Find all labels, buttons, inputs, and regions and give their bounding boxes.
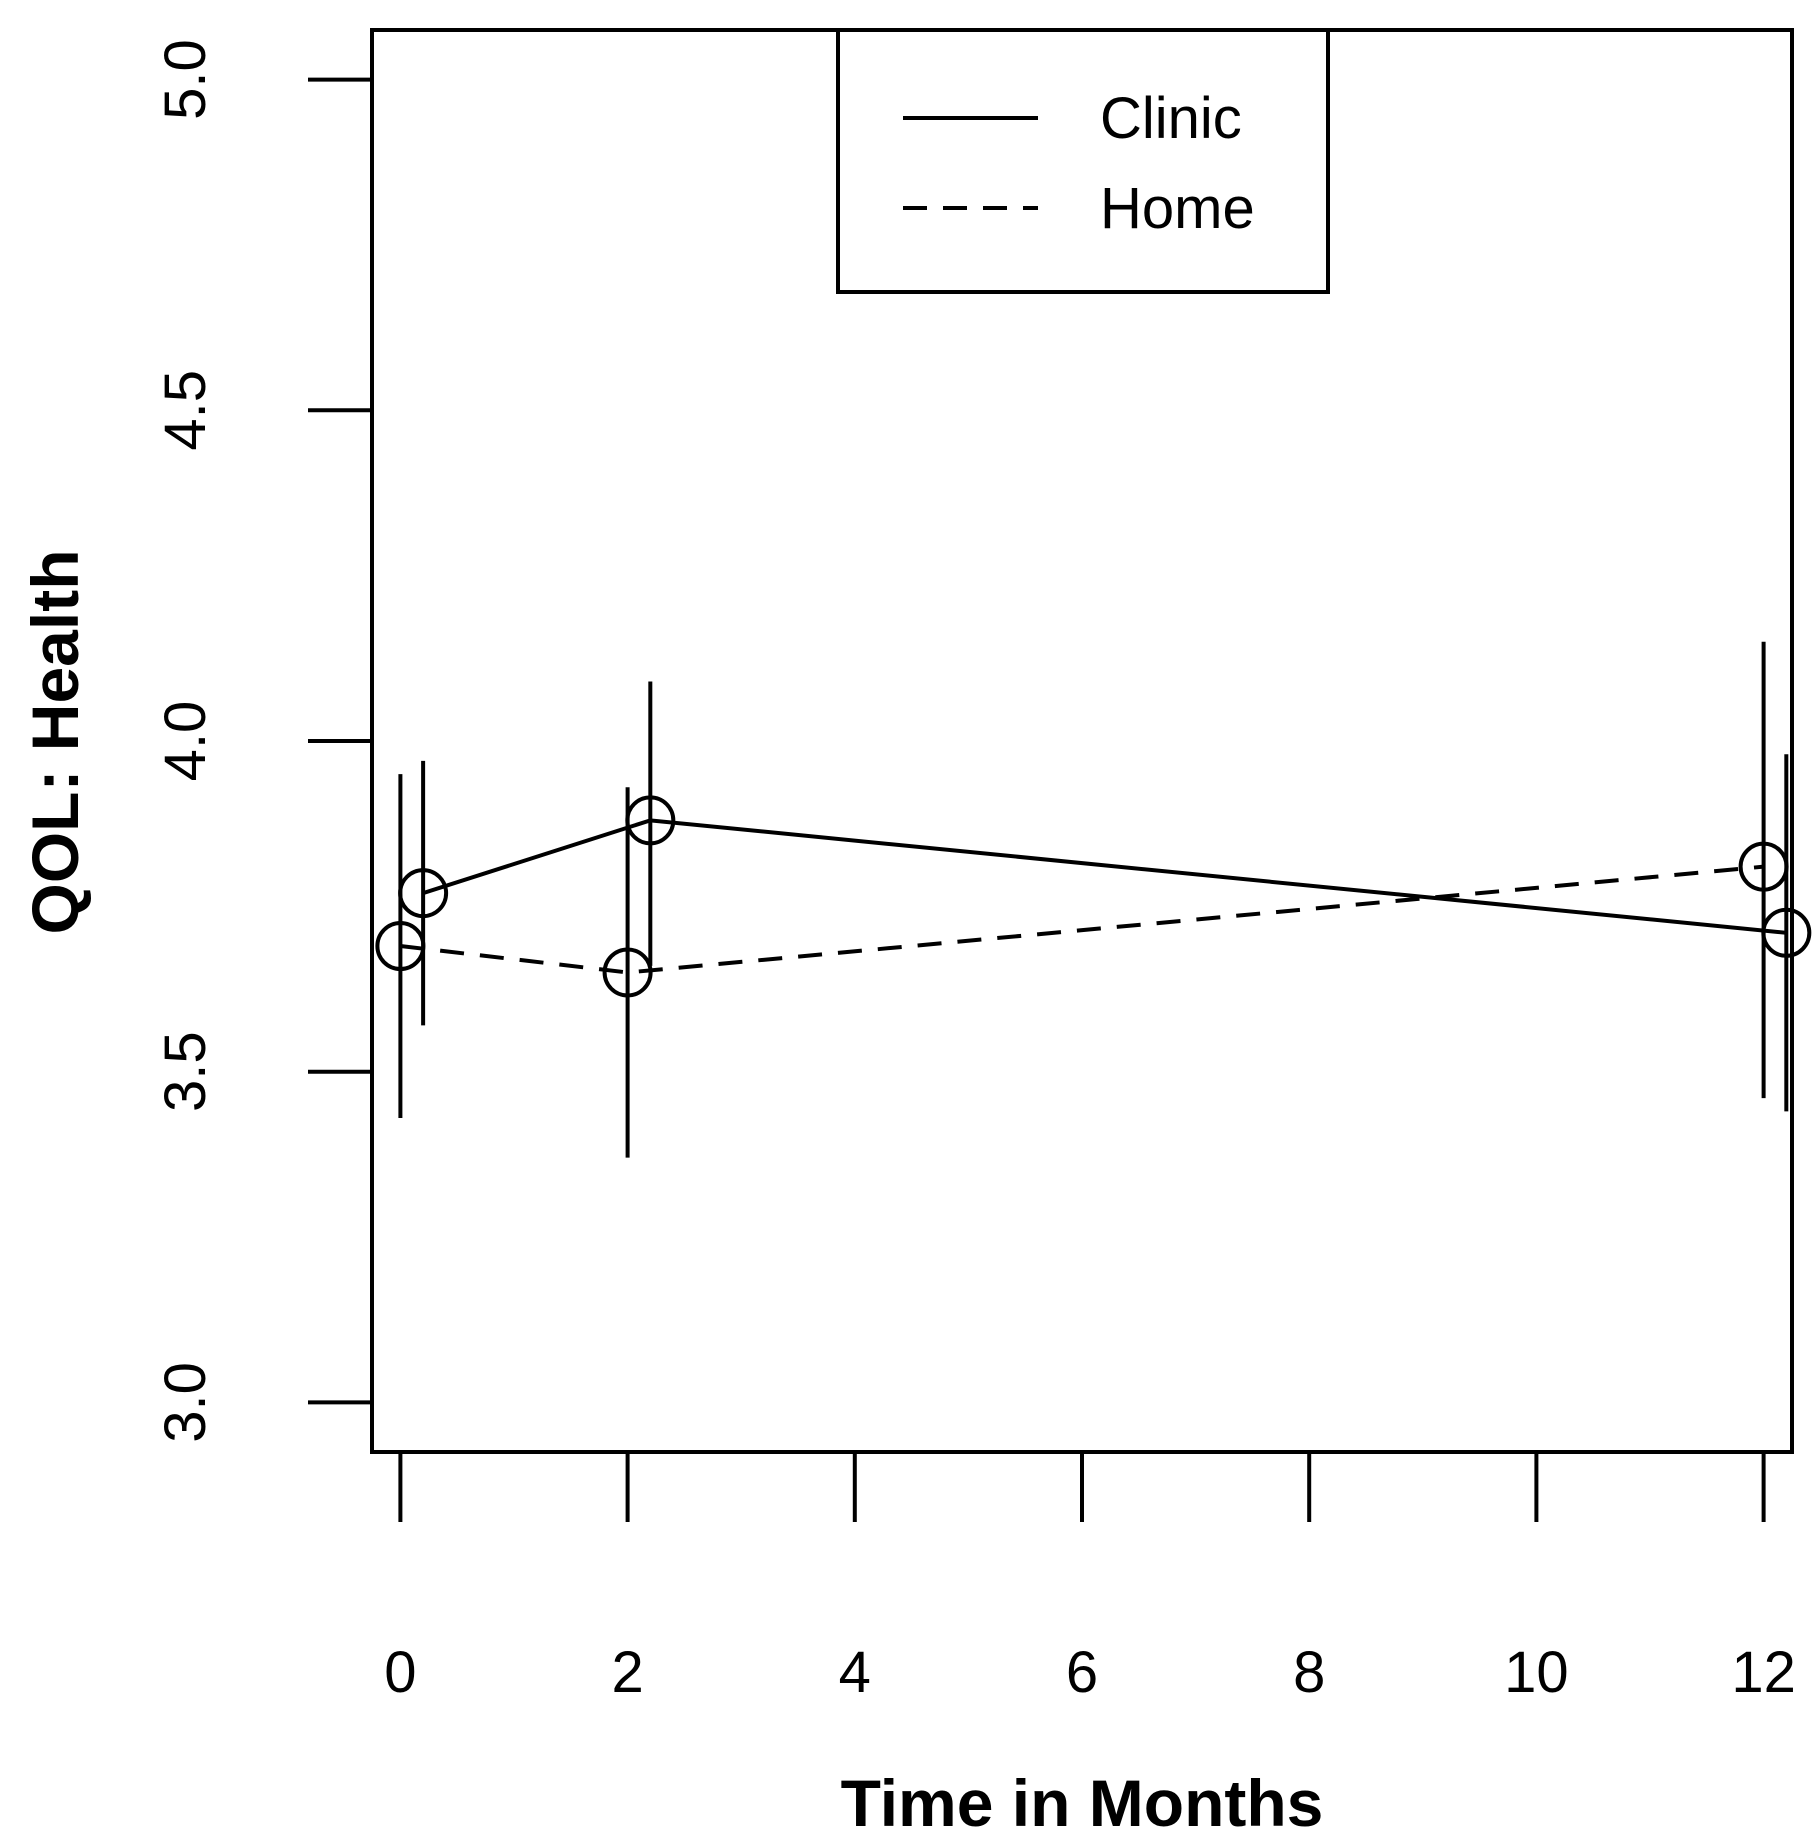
- x-axis: 0 2 4 6 8 10 12: [384, 1452, 1796, 1705]
- series-layer: [375, 641, 1812, 1158]
- x-axis-title: Time in Months: [841, 1766, 1324, 1840]
- x-tick-label: 4: [839, 1640, 871, 1705]
- series-line-home: [400, 864, 1764, 975]
- series-home: [375, 641, 1789, 1158]
- series-line-clinic: [422, 818, 1787, 935]
- y-tick-label: 5.0: [153, 39, 218, 120]
- y-tick-label: 3.0: [153, 1362, 218, 1443]
- legend: Clinic Home: [836, 28, 1330, 294]
- x-tick-label: 0: [384, 1640, 416, 1705]
- x-tick-label: 12: [1731, 1640, 1796, 1705]
- legend-box: [836, 28, 1330, 294]
- data-point-home: [602, 947, 653, 998]
- y-axis: 3.0 3.5 4.0 4.5 5.0: [153, 39, 372, 1443]
- x-tick-label: 2: [611, 1640, 643, 1705]
- data-point-home: [1738, 841, 1789, 892]
- y-axis-title: QOL: Health: [18, 549, 92, 934]
- x-tick-label: 6: [1066, 1640, 1098, 1705]
- series-clinic: [398, 681, 1812, 1112]
- legend-label-clinic: Clinic: [1100, 86, 1242, 151]
- y-tick-label: 3.5: [153, 1031, 218, 1112]
- y-tick-label: 4.0: [153, 701, 218, 782]
- x-tick-label: 8: [1293, 1640, 1325, 1705]
- legend-label-home: Home: [1100, 176, 1255, 241]
- data-point-home: [375, 921, 426, 972]
- x-tick-label: 10: [1504, 1640, 1569, 1705]
- y-tick-label: 4.5: [153, 370, 218, 451]
